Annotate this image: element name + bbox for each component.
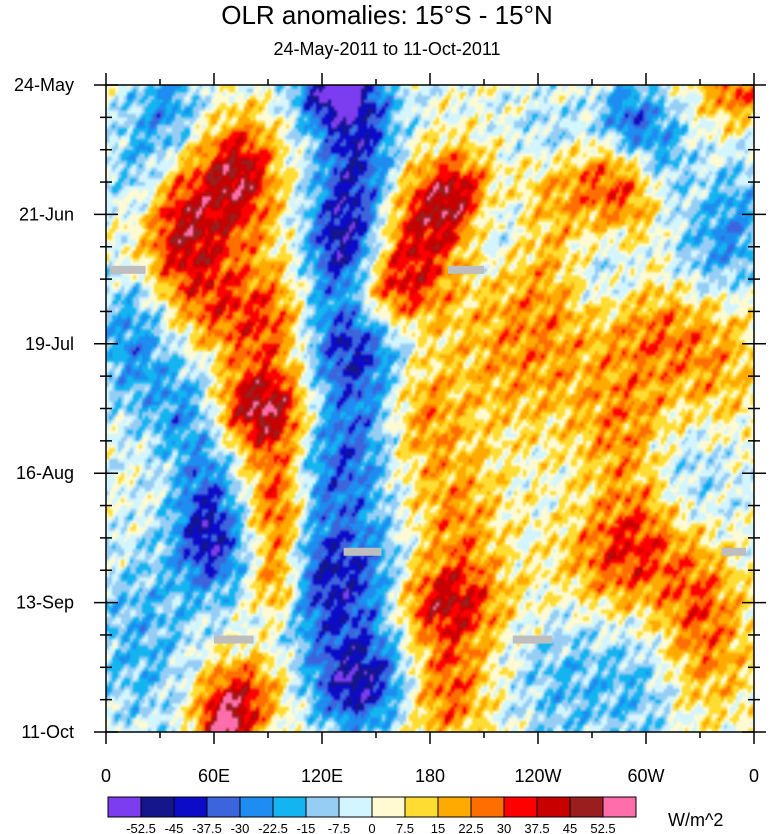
colorbar-swatch	[569, 796, 604, 818]
colorbar-swatch	[437, 796, 472, 818]
y-tick-label: 11-Oct	[21, 722, 74, 742]
axis-ticks	[94, 73, 766, 744]
colorbar-label: 0	[368, 821, 375, 834]
colorbar-units: W/m^2	[668, 810, 723, 830]
x-tick-label: 120W	[514, 766, 561, 786]
y-tick-label: 19-Jul	[25, 334, 74, 354]
x-tick-label: 60E	[198, 766, 230, 786]
missing-data-segment	[721, 547, 746, 556]
x-tick-label: 180	[415, 766, 445, 786]
missing-data-segment	[512, 635, 553, 644]
missing-data-segment	[448, 265, 484, 274]
colorbar-swatch	[503, 796, 538, 818]
colorbar-swatch	[470, 796, 505, 818]
y-tick-label: 21-Jun	[19, 204, 74, 224]
colorbar-swatch	[404, 796, 439, 818]
colorbar-swatch	[173, 796, 208, 818]
colorbar-label: 37.5	[524, 821, 549, 834]
x-tick-label: 0	[101, 766, 111, 786]
colorbar-swatch	[371, 796, 406, 818]
colorbar-label: -52.5	[126, 821, 156, 834]
x-tick-label: 0	[749, 766, 759, 786]
colorbar-label: 30	[497, 821, 511, 834]
colorbar-swatch	[338, 796, 373, 818]
y-tick-label: 24-May	[14, 75, 74, 95]
colorbar-label: -30	[231, 821, 250, 834]
colorbar-swatch	[140, 796, 175, 818]
colorbar-swatch	[107, 796, 142, 818]
colorbar-label: 7.5	[396, 821, 414, 834]
colorbar-label: -7.5	[328, 821, 350, 834]
colorbar	[107, 796, 637, 818]
colorbar-swatch	[536, 796, 571, 818]
colorbar-label: 52.5	[590, 821, 615, 834]
missing-data-segment	[343, 547, 382, 556]
colorbar-label: 15	[431, 821, 445, 834]
colorbar-swatch	[272, 796, 307, 818]
colorbar-label: -15	[297, 821, 316, 834]
colorbar-label: -22.5	[258, 821, 288, 834]
y-tick-label: 13-Sep	[16, 593, 74, 613]
colorbar-label: -37.5	[192, 821, 222, 834]
y-tick-label: 16-Aug	[16, 463, 74, 483]
missing-data-segment	[109, 265, 146, 274]
colorbar-swatch	[305, 796, 340, 818]
colorbar-label: 45	[563, 821, 577, 834]
x-tick-label: 60W	[627, 766, 664, 786]
colorbar-swatch	[206, 796, 241, 818]
x-tick-label: 120E	[301, 766, 343, 786]
colorbar-label: 22.5	[458, 821, 483, 834]
colorbar-swatch	[602, 796, 637, 818]
y-axis-labels: 24-May 21-Jun 19-Jul 16-Aug 13-Sep 11-Oct	[14, 75, 74, 742]
x-axis-labels: 0 60E 120E 180 120W 60W 0	[101, 766, 759, 786]
missing-data-segment	[214, 635, 254, 644]
chart-subtitle: 24-May-2011 to 11-Oct-2011	[273, 39, 501, 59]
colorbar-swatch	[239, 796, 274, 818]
colorbar-label: -45	[165, 821, 184, 834]
missing-data-group	[109, 265, 746, 644]
chart-title: OLR anomalies: 15°S - 15°N	[221, 0, 553, 30]
colorbar-labels: -52.5 -45 -37.5 -30 -22.5 -15 -7.5 0 7.5 15 22.5 30…	[126, 821, 615, 834]
anomaly-field	[106, 85, 754, 732]
